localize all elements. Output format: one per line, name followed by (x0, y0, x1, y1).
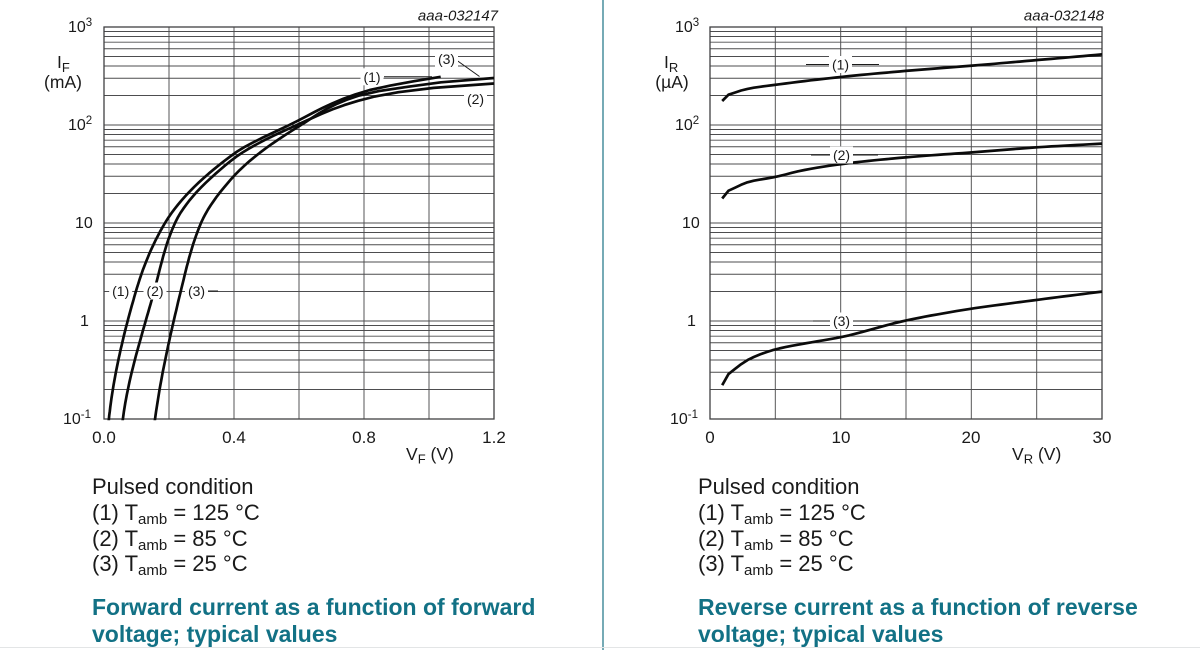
svg-text:10: 10 (75, 215, 93, 232)
svg-text:(3): (3) (188, 283, 205, 299)
svg-text:(µA): (µA) (655, 72, 688, 92)
svg-text:30: 30 (1093, 428, 1112, 447)
svg-text:(2): (2) (146, 283, 163, 299)
svg-text:0.8: 0.8 (352, 428, 376, 447)
svg-text:aaa-032148: aaa-032148 (1024, 7, 1105, 24)
svg-text:0.4: 0.4 (222, 428, 246, 447)
svg-text:aaa-032147: aaa-032147 (418, 7, 499, 24)
svg-text:(1): (1) (112, 283, 129, 299)
svg-text:(mA): (mA) (44, 72, 82, 92)
svg-text:10: 10 (682, 215, 700, 232)
svg-text:(1): (1) (832, 57, 849, 73)
svg-text:1: 1 (687, 313, 696, 330)
svg-text:(2): (2) (467, 91, 484, 107)
svg-text:1.2: 1.2 (482, 428, 506, 447)
svg-text:20: 20 (962, 428, 981, 447)
svg-text:(3): (3) (438, 51, 455, 67)
svg-text:0.0: 0.0 (92, 428, 116, 447)
svg-text:0: 0 (705, 428, 714, 447)
svg-text:VR (V): VR (V) (1012, 444, 1061, 467)
svg-text:(3): (3) (833, 313, 850, 329)
svg-text:(2): (2) (833, 147, 850, 163)
svg-text:(1): (1) (363, 69, 380, 85)
svg-text:10: 10 (832, 428, 851, 447)
svg-text:VF (V): VF (V) (406, 444, 454, 467)
svg-text:1: 1 (80, 313, 89, 330)
